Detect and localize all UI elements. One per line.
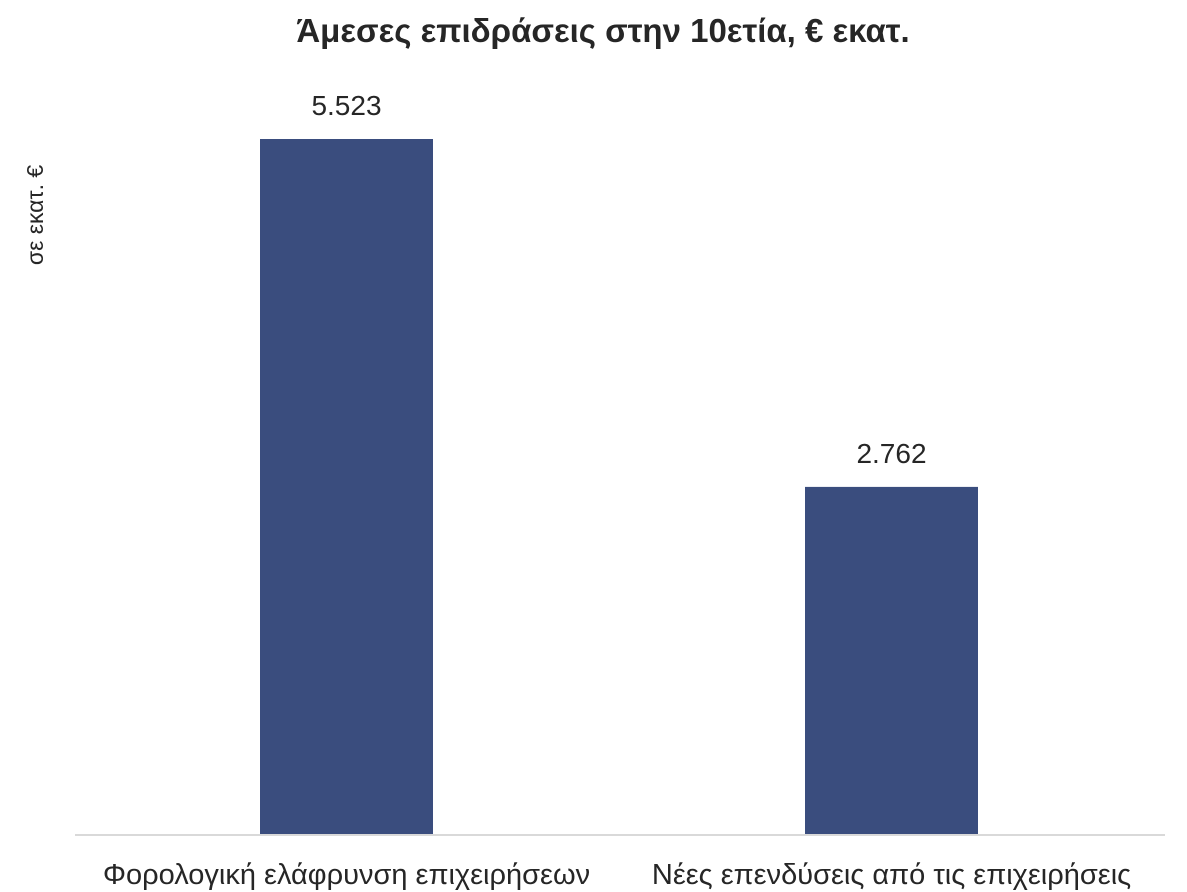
data-label-2: 2.762 (856, 438, 926, 469)
bar-1 (260, 139, 433, 835)
category-label-1: Φορολογική ελάφρυνση επιχειρήσεων (103, 859, 590, 891)
value-labels-group: 5.523 2.762 (311, 90, 926, 469)
category-label-2: Νέες επενδύσεις από τις επιχειρήσεις (652, 859, 1131, 891)
chart-title: Άμεσες επιδράσεις στην 10ετία, € εκατ. (296, 12, 909, 49)
data-label-1: 5.523 (311, 90, 381, 121)
bar-2 (805, 486, 978, 835)
category-labels-group: Φορολογική ελάφρυνση επιχειρήσεων Νέες επ… (103, 859, 1131, 891)
y-axis-label: σε εκατ. € (22, 165, 48, 265)
bars-group (260, 139, 978, 835)
